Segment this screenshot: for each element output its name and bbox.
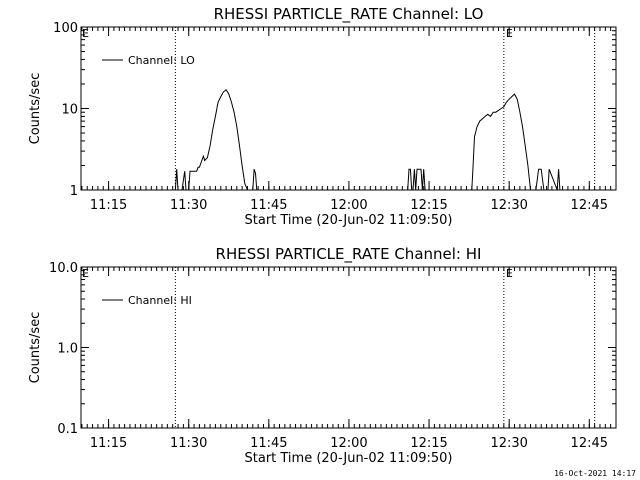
y-tick-label: 1.0 bbox=[57, 342, 78, 357]
x-axis-label: Start Time (20-Jun-02 11:09:50) bbox=[245, 451, 453, 466]
y-tick-label: 100 bbox=[53, 21, 78, 36]
event-marker-label: E bbox=[506, 267, 513, 280]
x-tick-label: 11:15 bbox=[90, 436, 127, 451]
legend-label: Channel: LO bbox=[128, 54, 195, 67]
x-tick-label: 12:30 bbox=[490, 436, 527, 451]
y-tick-label: 10 bbox=[61, 103, 78, 118]
x-tick-label: 11:30 bbox=[170, 436, 207, 451]
event-marker-label: E bbox=[506, 27, 513, 40]
x-axis-label: Start Time (20-Jun-02 11:09:50) bbox=[245, 213, 453, 228]
x-tick-label: 12:45 bbox=[571, 436, 608, 451]
x-tick-label: 12:15 bbox=[410, 436, 447, 451]
x-tick-label: 11:15 bbox=[90, 198, 127, 213]
y-tick-label: 10.0 bbox=[49, 261, 78, 276]
x-tick-label: 11:30 bbox=[170, 198, 207, 213]
series-line bbox=[174, 88, 561, 191]
x-tick-label: 12:45 bbox=[571, 198, 608, 213]
x-tick-label: 11:45 bbox=[250, 198, 287, 213]
x-tick-label: 11:45 bbox=[250, 436, 287, 451]
y-axis-label: Counts/sec bbox=[28, 73, 43, 145]
legend-label: Channel: HI bbox=[128, 294, 192, 307]
corner-label: E bbox=[82, 27, 89, 40]
y-axis-label: Counts/sec bbox=[28, 312, 43, 384]
x-tick-label: 12:00 bbox=[330, 436, 367, 451]
x-tick-label: 12:30 bbox=[490, 198, 527, 213]
plot-frame bbox=[80, 26, 617, 191]
chart-title: RHESSI PARTICLE_RATE Channel: LO bbox=[214, 5, 484, 24]
y-tick-label: 0.1 bbox=[57, 422, 78, 437]
x-tick-label: 12:15 bbox=[410, 198, 447, 213]
y-tick-label: 1 bbox=[70, 184, 78, 199]
plot-frame bbox=[80, 266, 617, 429]
corner-label: E bbox=[82, 267, 89, 280]
footer-timestamp: 16-Oct-2021 14:17 bbox=[554, 469, 636, 478]
x-tick-label: 12:00 bbox=[330, 198, 367, 213]
chart-title: RHESSI PARTICLE_RATE Channel: HI bbox=[216, 245, 482, 264]
